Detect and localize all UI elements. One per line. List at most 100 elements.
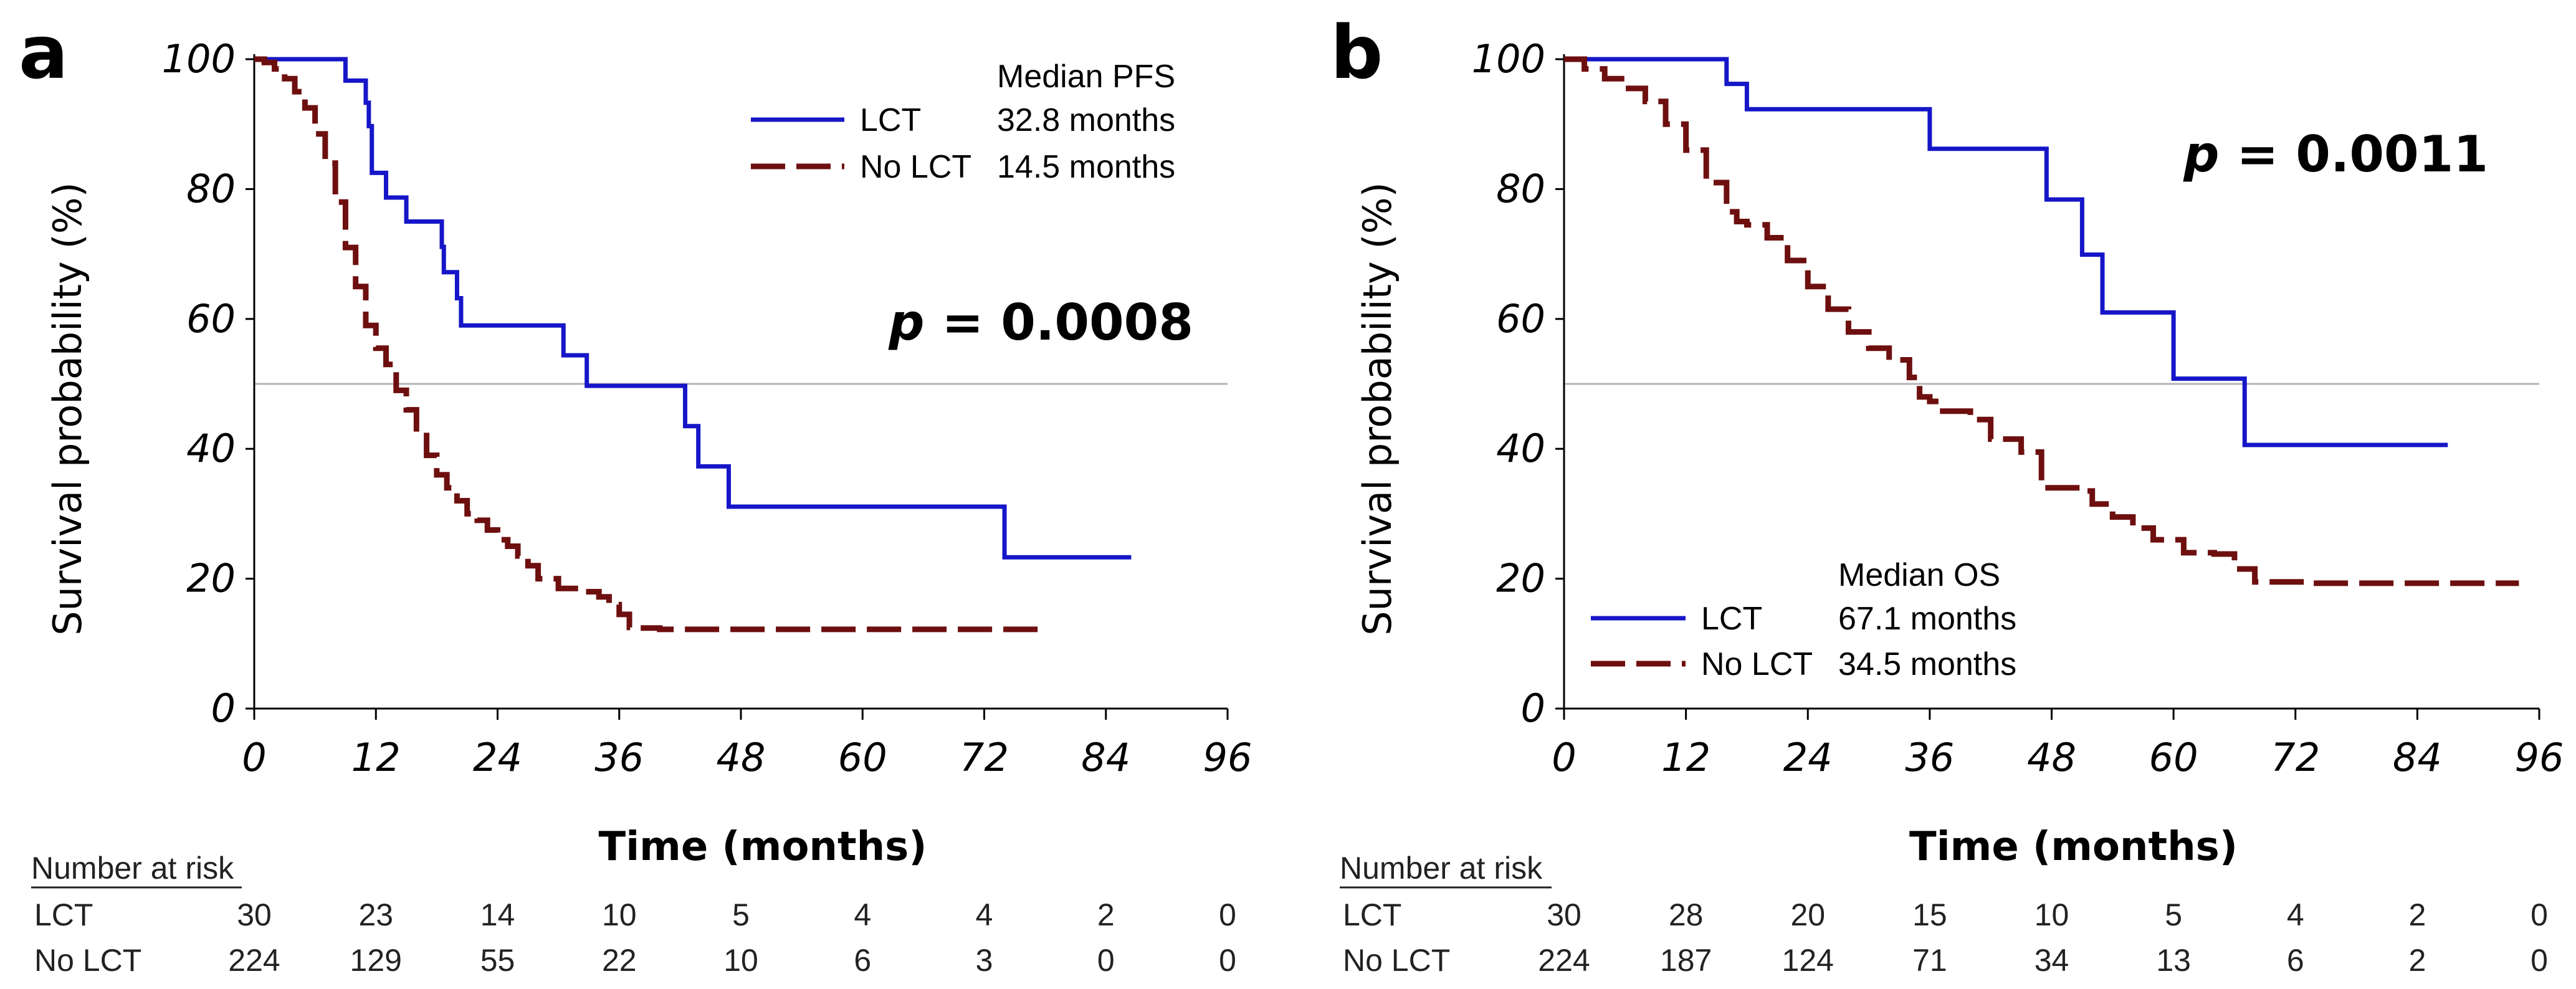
risk-count: 2 (2408, 943, 2426, 978)
x-tick-label: 36 (1905, 735, 1954, 780)
risk-count: 23 (358, 897, 393, 932)
y-tick-label: 40 (186, 426, 236, 471)
risk-count: 28 (1669, 897, 1704, 932)
risk-count: 15 (1912, 897, 1947, 932)
risk-count: 4 (976, 897, 993, 932)
risk-count: 71 (1912, 943, 1947, 978)
risk-table-title: Number at risk (31, 851, 234, 886)
p-value-number: = 0.0008 (925, 294, 1193, 351)
risk-row-label: No LCT (34, 943, 141, 978)
risk-count: 4 (2287, 897, 2304, 932)
risk-count: 2 (2408, 897, 2426, 932)
risk-row-label: LCT (34, 897, 93, 932)
legend-header: Median OS (1838, 557, 2000, 593)
risk-count: 224 (228, 943, 280, 978)
y-tick-label: 80 (186, 166, 236, 211)
legend-label: No LCT (860, 149, 971, 185)
risk-count: 0 (1097, 943, 1115, 978)
risk-table: Number at risk LCT 3 0 23 14 10 5 4 4 2 0 No LCT 224 1… (31, 851, 1236, 978)
p-value-annotation: p = 0.0008 (888, 294, 1193, 351)
x-tick-label: 12 (351, 735, 401, 780)
y-tick-label: 0 (1521, 686, 1545, 731)
y-tick-label: 80 (1496, 166, 1545, 211)
legend-median: 67.1 months (1838, 601, 2016, 637)
x-tick-label: 48 (717, 735, 766, 780)
risk-count: 0 (1219, 897, 1236, 932)
y-axis-title: Survival probability (%) (1355, 182, 1400, 635)
x-tick-label: 84 (1081, 735, 1130, 780)
risk-count: 0 (1219, 943, 1236, 978)
risk-count: 5 (732, 897, 750, 932)
x-axis-title: Time (months) (1909, 824, 2238, 870)
p-value-number: = 0.0011 (2220, 125, 2488, 183)
x-tick-label: 0 (1552, 735, 1576, 780)
risk-count: 0 (2531, 897, 2548, 932)
risk-count: 3 (976, 943, 993, 978)
legend-median: 32.8 months (997, 102, 1175, 138)
risk-count: 55 (480, 943, 515, 978)
y-tick-label: 20 (1496, 556, 1545, 601)
y-axis-title: Survival probability (%) (45, 182, 90, 635)
risk-count: 5 (2165, 897, 2182, 932)
x-tick-label: 12 (1661, 735, 1710, 780)
risk-count: 4 (854, 897, 871, 932)
risk-table-title: Number at risk (1340, 851, 1543, 886)
y-tick-label: 0 (211, 686, 236, 731)
y-tick-label: 100 (1472, 36, 1545, 82)
risk-row-label: LCT (1343, 897, 1401, 932)
legend-median: 14.5 months (997, 149, 1175, 185)
risk-count: 20 (1790, 897, 1825, 932)
legend: Median PFS LCT 32.8 months No LCT 14.5 month… (751, 59, 1175, 185)
legend-header: Median PFS (997, 59, 1175, 95)
x-tick-label: 24 (1783, 735, 1833, 780)
x-tick-label: 0 (242, 735, 266, 780)
risk-count: 124 (1782, 943, 1834, 978)
risk-row-label: No LCT (1343, 943, 1450, 978)
x-tick-label: 36 (594, 735, 644, 780)
x-tick-label: 72 (2271, 735, 2320, 780)
p-value-symbol: p (2183, 125, 2219, 183)
risk-count: 14 (480, 897, 515, 932)
x-tick-label: 48 (2027, 735, 2076, 780)
risk-count: 10 (2035, 897, 2069, 932)
y-tick-label: 60 (1496, 296, 1545, 342)
risk-count: 224 (1538, 943, 1590, 978)
p-value-symbol: p (888, 294, 924, 351)
risk-count: 10 (723, 943, 758, 978)
y-tick-label: 60 (186, 296, 236, 342)
legend-label: LCT (860, 102, 921, 138)
series-line-no-lct (1564, 56, 2519, 586)
legend-label: LCT (1701, 601, 1762, 637)
x-tick-label: 60 (2149, 735, 2198, 780)
risk-count: 34 (2035, 943, 2069, 978)
risk-count: 30 (1547, 897, 1581, 932)
series-line-no-lct (254, 56, 1046, 633)
risk-count: 22 (602, 943, 637, 978)
risk-count: 2 (1097, 897, 1115, 932)
risk-count: 6 (854, 943, 871, 978)
panel-letter: b (1330, 9, 1383, 95)
y-tick-label: 100 (162, 36, 236, 82)
risk-count: 13 (2156, 943, 2191, 978)
x-tick-label: 96 (2515, 735, 2564, 780)
x-tick-label: 96 (1203, 735, 1252, 780)
risk-count: 6 (2287, 943, 2304, 978)
series-line-lct (254, 57, 1132, 560)
panel-letter: a (19, 9, 69, 95)
legend-label: No LCT (1701, 646, 1813, 682)
y-tick-label: 20 (186, 556, 236, 601)
x-tick-label: 24 (473, 735, 522, 780)
p-value-annotation: p = 0.0011 (2183, 125, 2488, 183)
risk-count: 10 (602, 897, 637, 932)
risk-count: 129 (350, 943, 402, 978)
risk-count: 187 (1660, 943, 1712, 978)
y-tick-label: 40 (1496, 426, 1545, 471)
legend: Median OS LCT 67.1 months No LCT 34.5 months (1591, 557, 2016, 682)
x-tick-label: 72 (960, 735, 1009, 780)
legend-median: 34.5 months (1838, 646, 2016, 682)
x-axis-title: Time (months) (599, 824, 927, 870)
